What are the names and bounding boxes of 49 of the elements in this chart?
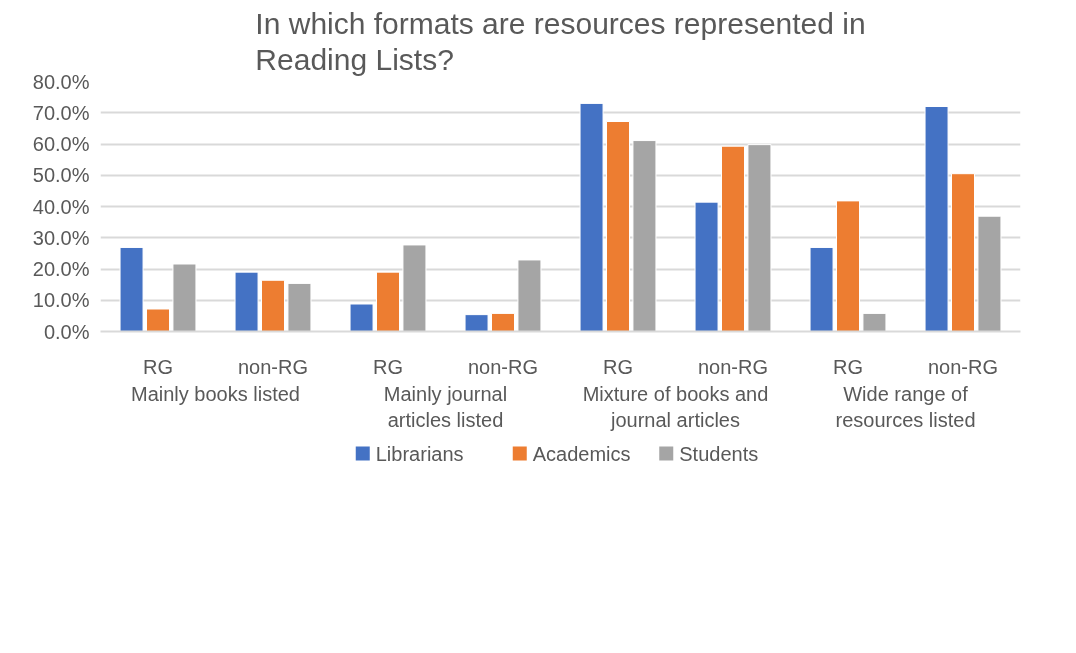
bar <box>234 271 259 332</box>
bar <box>376 271 400 332</box>
bar <box>747 144 772 332</box>
x-tick-label: RG <box>833 355 863 378</box>
text: Mixture of books and journal articles <box>582 382 769 431</box>
x-tick-label: RG <box>373 355 403 378</box>
bar <box>261 279 285 332</box>
bar <box>119 246 144 332</box>
bar <box>172 263 197 332</box>
text: Wide range of resources listed <box>835 382 976 431</box>
bar <box>694 201 719 332</box>
text: Mainly books listed <box>131 382 300 405</box>
y-tick-label: 80.0% <box>32 70 90 93</box>
legend-label: Academics <box>532 442 631 465</box>
y-tick-label: 40.0% <box>32 195 90 218</box>
bar <box>977 215 1002 332</box>
y-tick-label: 10.0% <box>32 289 90 312</box>
y-tick-label: 70.0% <box>32 101 90 124</box>
bar <box>579 102 604 332</box>
bar <box>836 200 860 332</box>
bar <box>146 308 170 332</box>
x-tick-label: non-RG <box>467 355 539 378</box>
x-tick-label: non-RG <box>697 355 769 378</box>
bar <box>862 312 887 332</box>
y-tick-label: 50.0% <box>32 164 90 187</box>
y-tick-label: 30.0% <box>32 226 90 249</box>
bar <box>924 106 949 332</box>
y-tick-label: 0.0% <box>43 320 90 343</box>
legend-label: Librarians <box>375 442 464 465</box>
bar <box>464 314 489 332</box>
bar <box>951 173 975 332</box>
x-tick-label: non-RG <box>237 355 309 378</box>
y-tick-label: 20.0% <box>32 258 90 280</box>
x-tick-label: RG <box>603 355 633 378</box>
x-tick-label: non-RG <box>927 355 999 378</box>
bar <box>809 246 834 332</box>
bar <box>491 312 515 332</box>
bar <box>287 282 312 332</box>
bar <box>349 303 374 332</box>
bar <box>402 244 427 332</box>
bar <box>632 140 657 332</box>
y-tick-label: 60.0% <box>32 133 90 155</box>
bar <box>606 121 630 332</box>
x-tick-label: RG <box>143 355 173 378</box>
text: Mainly journal articles listed <box>383 382 508 431</box>
legend-label: Students <box>679 442 759 465</box>
bar <box>517 259 542 332</box>
bar <box>721 145 745 332</box>
chart-title: In which formats are resources represented in Reading Lists? <box>255 7 866 77</box>
